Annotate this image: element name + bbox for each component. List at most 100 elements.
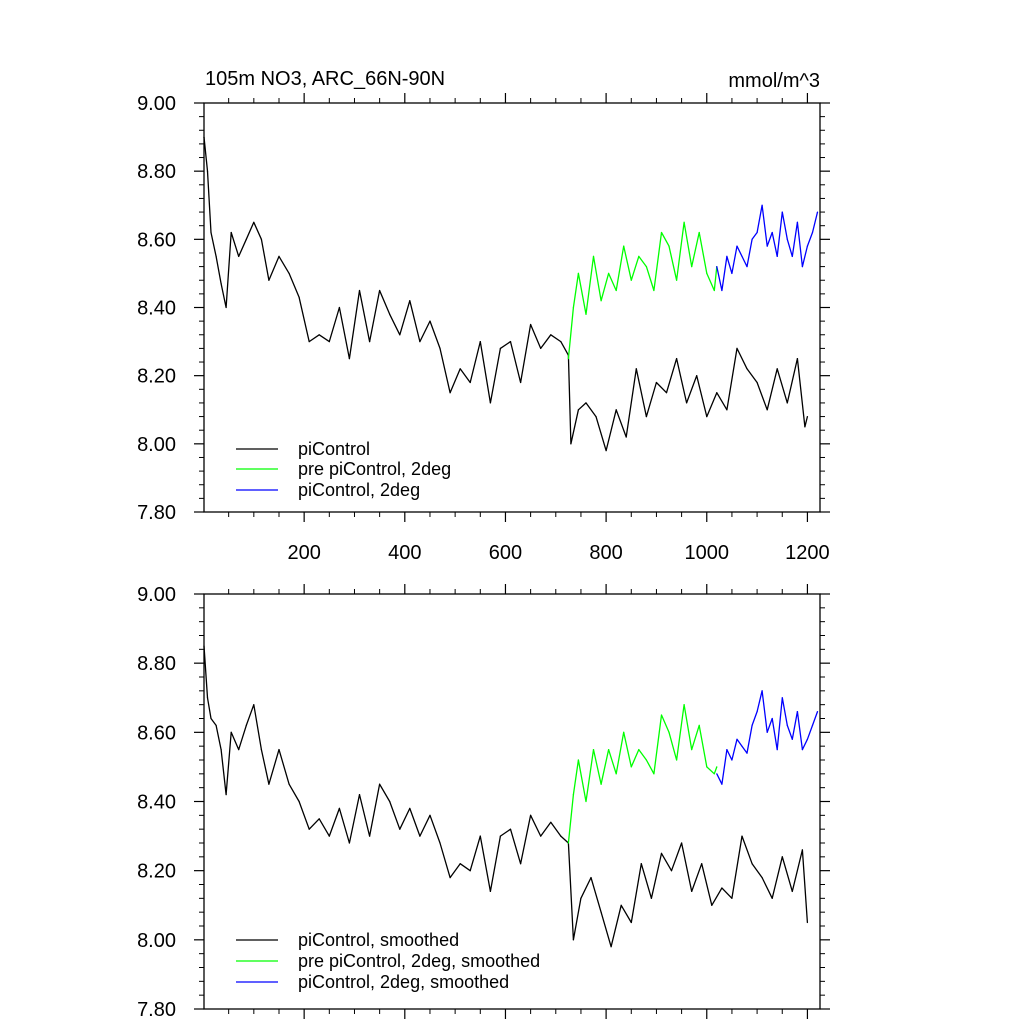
bottom-series-0-point <box>238 749 240 751</box>
bottom-series-0-point <box>379 783 381 785</box>
bottom-series-2-point <box>741 745 743 747</box>
bottom-series-0-point <box>540 835 542 837</box>
top-series-0-point <box>225 306 227 309</box>
top-series-0-point <box>379 289 381 292</box>
bottom-series-2-point <box>761 690 763 692</box>
top-y-tick-label: 8.60 <box>137 229 176 251</box>
top-series-0-point <box>429 320 431 322</box>
top-legend-label-2: piControl, 2deg <box>298 480 420 500</box>
top-series-0-point <box>786 402 788 404</box>
bottom-series-0-point <box>210 717 212 720</box>
top-y-tick-label: 8.80 <box>137 161 176 183</box>
top-series-2-point <box>716 266 718 268</box>
bottom-series-1-point <box>623 731 625 733</box>
bottom-y-tick-label: 7.80 <box>137 999 176 1021</box>
bottom-series-0-point <box>701 863 703 865</box>
top-series-1-point <box>645 266 648 268</box>
bottom-y-tick-label: 9.00 <box>137 584 176 606</box>
top-y-tick-label: 8.40 <box>137 298 176 320</box>
top-series-2-point <box>751 238 753 240</box>
top-series-2-point <box>726 255 728 257</box>
bottom-series-2-point <box>766 731 768 733</box>
top-series-0-point <box>746 368 748 370</box>
top-series-0-point <box>318 334 320 336</box>
bottom-series-0-point <box>600 911 602 913</box>
bottom-series-1-point <box>600 783 602 785</box>
bottom-series-0-point <box>550 821 552 823</box>
bottom-series-0-point <box>288 783 290 785</box>
top-x-tick-label: 1000 <box>685 542 730 564</box>
top-series-0-point <box>635 368 637 370</box>
bottom-series-0-point <box>298 800 300 803</box>
bottom-series-2-point <box>771 717 773 720</box>
top-series-1-point <box>630 279 632 281</box>
top-series-0-point <box>520 381 522 384</box>
top-series-2-point <box>796 221 799 223</box>
top-series-0-point <box>509 341 512 343</box>
bottom-series-0-point <box>409 807 411 810</box>
top-series-0-point <box>530 323 532 326</box>
top-legend: piControl pre piControl, 2deg piControl,… <box>236 439 451 500</box>
top-series-0-point <box>736 347 738 349</box>
top-series-0-point <box>220 283 222 285</box>
bottom-series-0-point <box>338 807 340 810</box>
top-series-line-2 <box>716 204 819 292</box>
bottom-series-2-point <box>736 738 738 740</box>
bottom-y-tick-label: 8.80 <box>137 653 176 675</box>
top-title-left: 105m NO3, ARC_66N-90N <box>205 68 445 90</box>
top-series-0-point <box>203 136 205 138</box>
bottom-series-1-point <box>683 704 685 706</box>
bottom-series-0-point <box>640 863 642 865</box>
top-series-1-point <box>691 266 693 268</box>
top-series-0-point <box>766 409 768 411</box>
bottom-series-0-point <box>781 856 783 858</box>
top-series-0-point <box>595 416 597 418</box>
top-x-tick-labels: 200 400 600 800 1000 1200 <box>287 542 829 564</box>
top-series-0-point <box>308 341 310 343</box>
top-series-0-point <box>369 341 371 343</box>
top-series-0-point <box>245 238 247 240</box>
bottom-series-1-point <box>592 749 595 751</box>
top-series-0-point <box>449 392 451 394</box>
bottom-y-tick-label: 8.40 <box>137 792 176 814</box>
bottom-y-tick-label: 8.00 <box>137 930 176 952</box>
top-series-0-point <box>338 306 340 309</box>
bottom-series-2-point <box>781 697 783 699</box>
bottom-series-1-point <box>653 773 655 775</box>
bottom-series-0-point <box>761 877 763 879</box>
top-series-1-point <box>653 289 655 292</box>
bottom-legend-label-0: piControl, smoothed <box>298 930 459 950</box>
top-series-2-point <box>791 255 793 257</box>
top-series-0-point <box>409 300 411 302</box>
top-series-0-point <box>206 170 209 172</box>
bottom-series-0-point <box>469 870 471 872</box>
top-y-tick-label: 8.20 <box>137 366 176 388</box>
bottom-series-0-point <box>206 697 209 699</box>
top-series-2-point <box>811 231 814 234</box>
bottom-series-1-point <box>645 759 648 761</box>
bottom-series-0-point <box>489 890 491 893</box>
bottom-series-0-point <box>318 818 320 820</box>
bottom-series-0-point <box>308 828 310 830</box>
top-series-1-point <box>623 245 625 247</box>
top-series-0-point <box>686 402 688 404</box>
top-x-tick-label: 800 <box>589 542 622 564</box>
bottom-series-2-point <box>721 783 723 785</box>
bottom-series-0-point <box>520 863 522 865</box>
top-series-0-point <box>210 231 212 234</box>
bottom-series-0-point <box>253 704 255 706</box>
bottom-ticks <box>194 584 830 1019</box>
bottom-series-0-point <box>499 835 501 837</box>
bottom-axes-frame <box>203 593 821 1010</box>
top-series-0-point <box>806 416 809 418</box>
top-series-0-point <box>298 296 300 298</box>
top-axes-frame <box>203 102 821 513</box>
top-x-tick-label: 200 <box>287 542 320 564</box>
top-series-1-point <box>683 221 685 223</box>
bottom-series-0-point <box>771 897 773 899</box>
bottom-series-0-point <box>449 877 451 879</box>
bottom-series-0-point <box>215 724 217 727</box>
bottom-series-0-point <box>399 828 401 830</box>
bottom-series-1-point <box>660 714 663 716</box>
top-series-0-point <box>459 368 461 370</box>
